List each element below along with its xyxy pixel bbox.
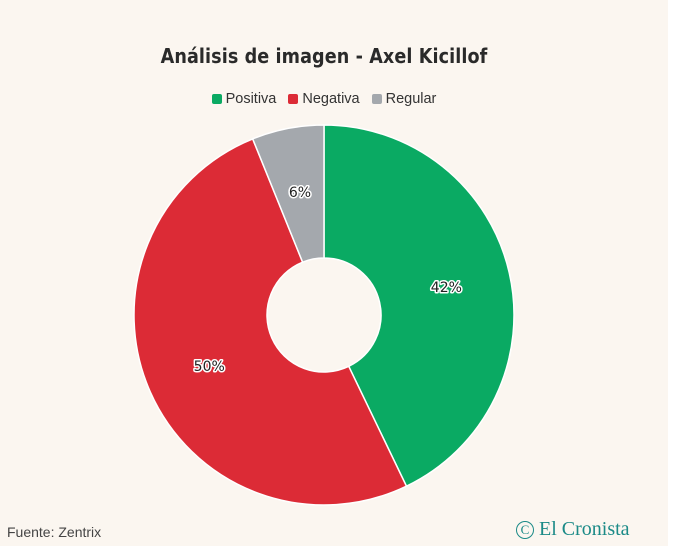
legend-item-regular: Regular	[371, 91, 437, 107]
cronista-logo-icon: C	[516, 520, 534, 539]
slice-label-negativa: 50%	[194, 359, 225, 375]
legend-swatch-positiva	[211, 94, 222, 104]
chart-title: Análisis de imagen - Axel Kicillof	[160, 44, 488, 68]
slice-label-regular: 6%	[289, 185, 311, 201]
source-note: Fuente: Zentrix	[7, 524, 102, 540]
donut-slice-regular	[251, 124, 325, 264]
donut-chart: 42% 50% 6%	[133, 124, 515, 506]
brand-name: El Cronista	[539, 518, 630, 540]
chart-legend: Positiva Negativa Regular	[0, 91, 648, 107]
donut-slice-negativa	[133, 137, 408, 506]
slice-label-positiva: 42%	[431, 280, 462, 296]
legend-item-negativa: Negativa	[288, 91, 360, 107]
donut-slices	[133, 124, 515, 506]
legend-label-positiva: Positiva	[225, 91, 277, 107]
legend-label-negativa: Negativa	[302, 91, 360, 107]
legend-swatch-regular	[371, 94, 382, 104]
legend-item-positiva: Positiva	[211, 91, 277, 107]
brand-logo: C El Cronista	[516, 518, 630, 541]
donut-slice-positiva	[323, 124, 515, 488]
donut-labels: 42% 50% 6%	[192, 183, 463, 376]
legend-swatch-negativa	[288, 94, 299, 104]
chart-card: Análisis de imagen - Axel Kicillof Posit…	[0, 0, 668, 546]
legend-label-regular: Regular	[385, 91, 437, 107]
